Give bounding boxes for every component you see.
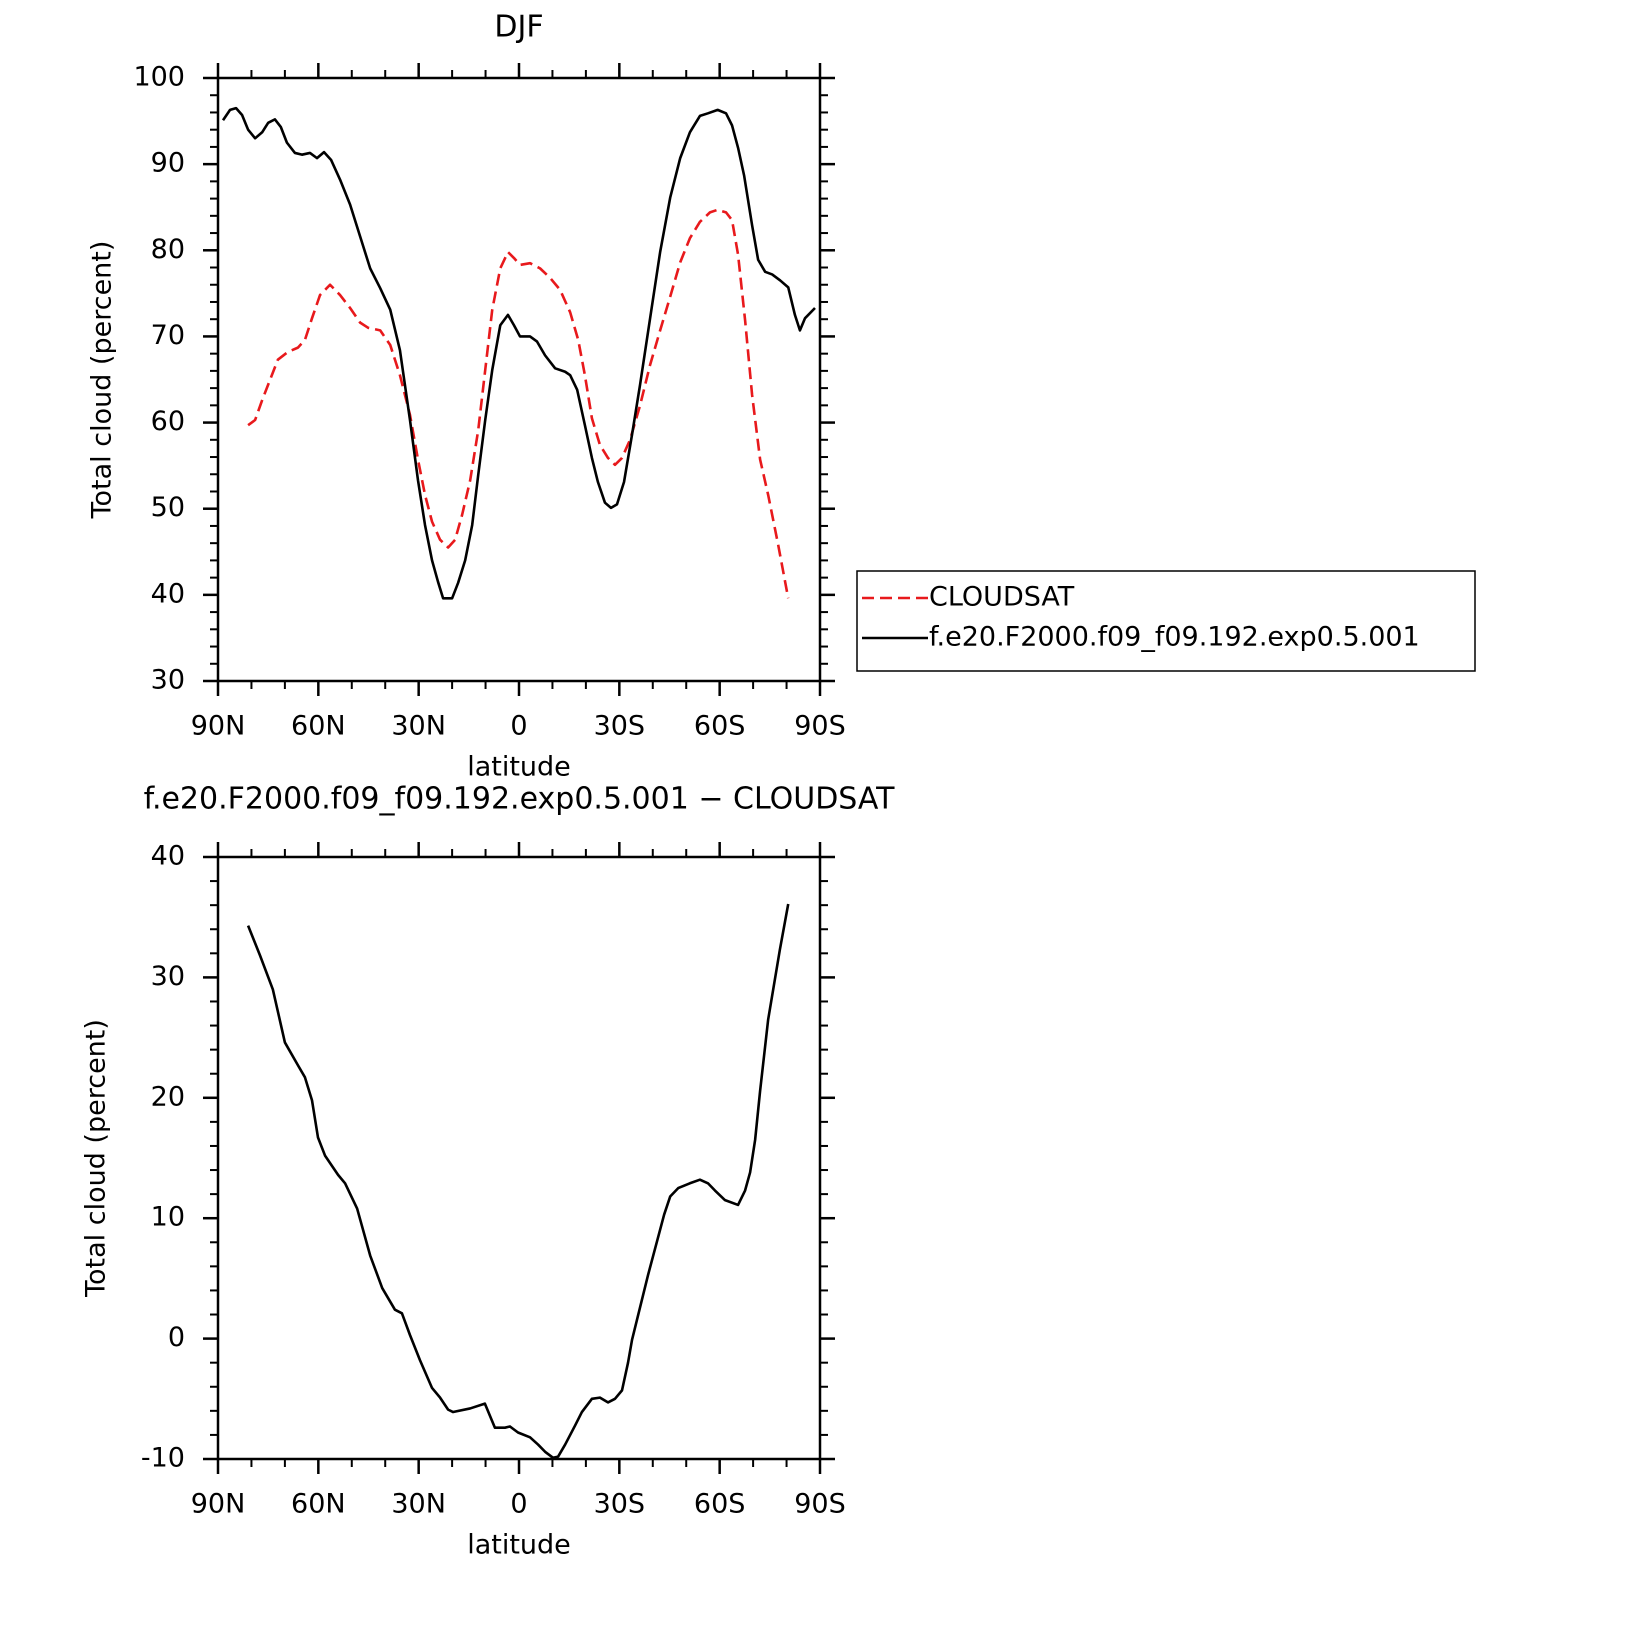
- y-tick-label: -10: [141, 1443, 185, 1474]
- x-tick-label: 30S: [594, 711, 646, 742]
- y-tick-label: 30: [151, 961, 185, 992]
- y-tick-label: 30: [151, 665, 185, 696]
- y-tick-label: 80: [151, 234, 185, 265]
- y-axis-label: Total cloud (percent): [87, 241, 118, 520]
- chart-title: DJF: [494, 10, 543, 45]
- plot-frame: [216, 855, 822, 1461]
- x-tick-label: 90N: [191, 711, 246, 742]
- x-tick-label: 90N: [191, 1489, 246, 1520]
- x-tick-label: 30S: [594, 1489, 646, 1520]
- x-tick-label: 90S: [794, 711, 846, 742]
- y-tick-label: 100: [133, 62, 185, 93]
- x-axis-label: latitude: [467, 1530, 571, 1561]
- x-tick-label: 60S: [694, 1489, 746, 1520]
- y-tick-label: 70: [151, 320, 185, 351]
- legend-label: CLOUDSAT: [929, 582, 1075, 613]
- y-tick-label: 10: [151, 1202, 185, 1233]
- y-tick-label: 0: [168, 1322, 185, 1353]
- series-line: [246, 903, 790, 1460]
- x-tick-label: 60S: [694, 711, 746, 742]
- y-tick-label: 40: [151, 578, 185, 609]
- x-tick-label: 30N: [391, 711, 446, 742]
- plot-frame: [216, 76, 822, 683]
- x-tick-label: 0: [510, 1489, 527, 1520]
- x-tick-label: 30N: [391, 1489, 446, 1520]
- legend-box: [856, 570, 1476, 672]
- chart-title: f.e20.F2000.f09_f09.192.exp0.5.001 − CLO…: [144, 782, 896, 817]
- y-tick-label: 90: [151, 148, 185, 179]
- x-tick-label: 60N: [291, 1489, 346, 1520]
- y-tick-label: 20: [151, 1081, 185, 1112]
- legend-label: f.e20.F2000.f09_f09.192.exp0.5.001: [929, 622, 1420, 653]
- y-axis-label: Total cloud (percent): [81, 1019, 112, 1298]
- x-tick-label: 60N: [291, 711, 346, 742]
- series-line: [221, 106, 816, 600]
- series-line: [247, 208, 790, 599]
- x-axis-label: latitude: [467, 752, 571, 783]
- y-tick-label: 40: [151, 841, 185, 872]
- y-tick-label: 50: [151, 492, 185, 523]
- y-tick-label: 60: [151, 406, 185, 437]
- x-tick-label: 90S: [794, 1489, 846, 1520]
- x-tick-label: 0: [510, 711, 527, 742]
